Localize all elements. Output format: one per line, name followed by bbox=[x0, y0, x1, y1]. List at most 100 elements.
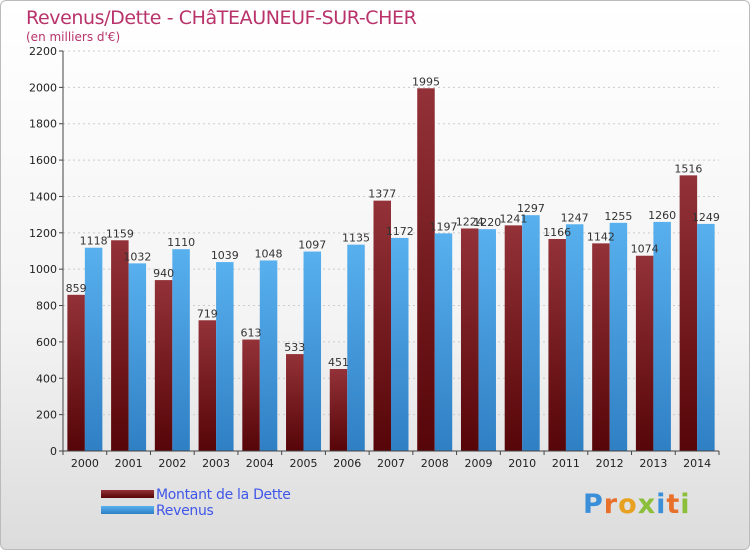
data-label-dette-2011: 1166 bbox=[543, 226, 571, 239]
data-label-revenus-2014: 1249 bbox=[692, 211, 720, 224]
data-label-revenus-2003: 1039 bbox=[211, 249, 239, 262]
bar-revenus-2003 bbox=[216, 262, 234, 451]
bar-revenus-2009 bbox=[478, 229, 496, 451]
bar-revenus-2007 bbox=[391, 237, 409, 451]
data-label-revenus-2011: 1247 bbox=[561, 211, 589, 224]
y-tick-label: 600 bbox=[36, 336, 57, 349]
x-tick-label: 2000 bbox=[71, 457, 99, 470]
data-label-dette-2006: 451 bbox=[328, 356, 349, 369]
logo-letter: i bbox=[656, 489, 667, 520]
bar-dette-2013 bbox=[635, 255, 654, 451]
data-label-dette-2003: 719 bbox=[197, 307, 218, 320]
data-label-dette-2010: 1241 bbox=[499, 212, 527, 225]
y-tick-label: 1600 bbox=[29, 154, 57, 167]
data-label-dette-2008: 1995 bbox=[412, 75, 440, 88]
x-tick-label: 2008 bbox=[421, 457, 449, 470]
data-label-revenus-2012: 1255 bbox=[604, 210, 632, 223]
data-label-revenus-2007: 1172 bbox=[386, 225, 414, 238]
bar-dette-2010 bbox=[504, 225, 523, 451]
x-tick-label: 2002 bbox=[158, 457, 186, 470]
x-tick-label: 2003 bbox=[202, 457, 230, 470]
bar-revenus-2013 bbox=[653, 221, 671, 451]
x-tick-label: 2005 bbox=[290, 457, 318, 470]
data-label-dette-2009: 1224 bbox=[456, 215, 484, 228]
data-label-dette-2004: 613 bbox=[241, 327, 262, 340]
bar-dette-2007 bbox=[373, 200, 391, 451]
labels: 0 200 400 600 800 1000 1200 1400 1600 1800 2000 220… bbox=[29, 45, 720, 470]
logo-letter: r bbox=[603, 489, 619, 520]
logo-letter: o bbox=[618, 489, 638, 520]
bar-revenus-2014 bbox=[697, 223, 715, 451]
proxiti-logo: Proxiti bbox=[583, 489, 691, 520]
data-label-dette-2005: 533 bbox=[284, 341, 305, 354]
chart-title: Revenus/Dette - CHâTEAUNEUF-SUR-CHER bbox=[26, 7, 417, 29]
data-label-dette-2014: 1516 bbox=[674, 162, 702, 175]
logo-letter: x bbox=[637, 489, 657, 520]
bar-revenus-2002 bbox=[172, 249, 190, 451]
x-tick-label: 2006 bbox=[333, 457, 361, 470]
x-tick-label: 2007 bbox=[377, 457, 405, 470]
bar-revenus-2008 bbox=[434, 233, 453, 451]
chart-subtitle: (en milliers d'€) bbox=[26, 30, 121, 44]
data-label-dette-2013: 1074 bbox=[631, 243, 659, 256]
x-tick-label: 2012 bbox=[596, 457, 624, 470]
data-label-revenus-2009: 1220 bbox=[473, 216, 501, 229]
bar-dette-2008 bbox=[417, 88, 435, 451]
data-label-revenus-2004: 1048 bbox=[255, 247, 283, 260]
x-tick-label: 2004 bbox=[246, 457, 274, 470]
bar-revenus-2000 bbox=[84, 247, 103, 451]
bar-revenus-2012 bbox=[609, 222, 628, 451]
y-tick-label: 1200 bbox=[29, 227, 57, 240]
data-label-revenus-2010: 1297 bbox=[517, 202, 545, 215]
data-label-dette-2002: 940 bbox=[153, 267, 174, 280]
y-tick-label: 0 bbox=[50, 445, 57, 458]
bar-dette-2001 bbox=[111, 240, 129, 451]
y-tick-label: 1800 bbox=[29, 118, 57, 131]
legend-swatch-dette bbox=[101, 490, 154, 498]
bar-revenus-2006 bbox=[347, 244, 365, 451]
y-tick-label: 400 bbox=[36, 372, 57, 385]
bar-dette-2004 bbox=[242, 339, 260, 451]
legend-label-dette: Montant de la Dette bbox=[156, 487, 291, 503]
bar-revenus-2011 bbox=[565, 224, 584, 451]
axes bbox=[59, 50, 720, 455]
data-label-revenus-2006: 1135 bbox=[342, 232, 370, 245]
bar-dette-2002 bbox=[154, 280, 173, 451]
data-label-dette-2001: 1159 bbox=[106, 227, 134, 240]
data-label-revenus-2005: 1097 bbox=[298, 239, 326, 252]
data-label-dette-2007: 1377 bbox=[368, 188, 396, 201]
x-tick-label: 2014 bbox=[683, 457, 711, 470]
bar-dette-2012 bbox=[592, 243, 610, 451]
logo-letter: t bbox=[666, 489, 681, 520]
legend-swatch-revenus bbox=[101, 506, 154, 514]
bar-dette-2006 bbox=[329, 369, 348, 451]
data-label-dette-2000: 859 bbox=[66, 282, 87, 295]
data-label-revenus-2013: 1260 bbox=[648, 209, 676, 222]
x-tick-label: 2010 bbox=[508, 457, 536, 470]
data-label-revenus-2002: 1110 bbox=[167, 236, 195, 249]
legend-label-revenus: Revenus bbox=[156, 503, 214, 519]
y-tick-label: 1400 bbox=[29, 190, 57, 203]
y-tick-label: 1000 bbox=[29, 263, 57, 276]
data-label-revenus-2008: 1197 bbox=[429, 220, 457, 233]
x-tick-label: 2009 bbox=[464, 457, 492, 470]
bar-revenus-2005 bbox=[303, 251, 322, 451]
bar-dette-2003 bbox=[198, 320, 217, 451]
data-label-revenus-2001: 1032 bbox=[123, 250, 151, 263]
x-tick-label: 2011 bbox=[552, 457, 580, 470]
data-label-revenus-2000: 1118 bbox=[80, 235, 108, 248]
x-tick-label: 2001 bbox=[115, 457, 143, 470]
logo-letter: i bbox=[680, 489, 691, 520]
y-tick-label: 2200 bbox=[29, 45, 57, 58]
bars bbox=[67, 88, 715, 451]
bar-dette-2011 bbox=[548, 239, 566, 451]
y-tick-label: 800 bbox=[36, 300, 57, 313]
bar-revenus-2004 bbox=[259, 260, 278, 451]
bar-revenus-2001 bbox=[128, 263, 147, 451]
bar-dette-2014 bbox=[679, 175, 698, 451]
x-tick-label: 2013 bbox=[639, 457, 667, 470]
bar-dette-2009 bbox=[460, 228, 479, 451]
y-tick-label: 2000 bbox=[29, 81, 57, 94]
